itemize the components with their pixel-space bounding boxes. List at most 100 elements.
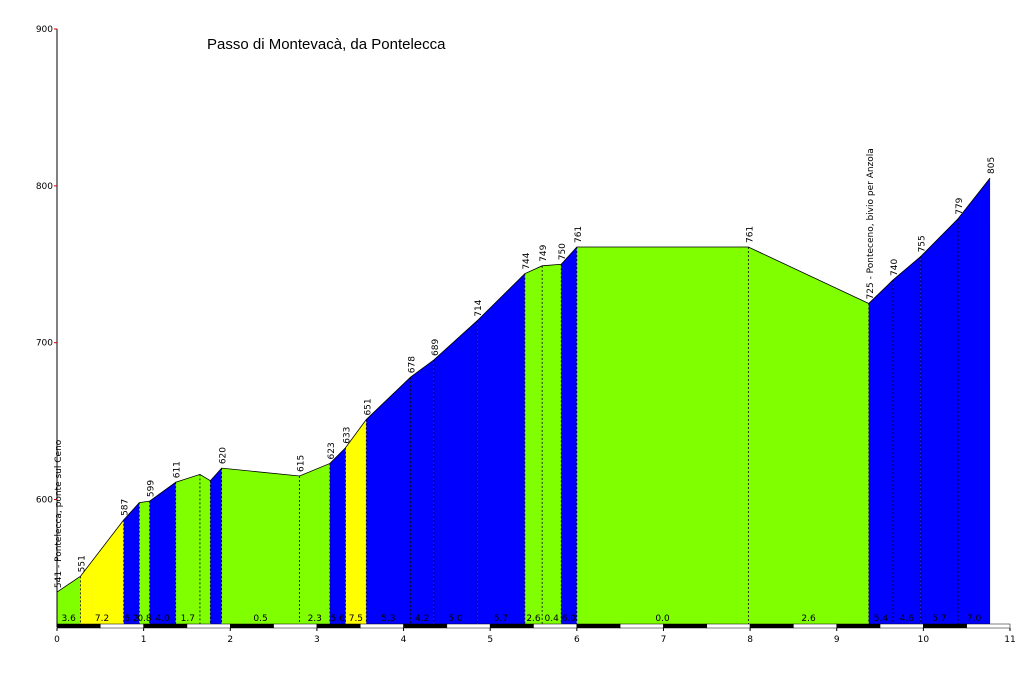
elevation-label: 761: [745, 226, 755, 243]
gradient-label: 5.6: [331, 614, 346, 624]
distance-bar-segment: [619, 623, 664, 629]
distance-bar-segment: [966, 623, 1011, 629]
distance-bar-segment: [446, 623, 491, 629]
gradient-label: 2.6: [801, 614, 816, 624]
segment-15: [477, 273, 525, 625]
segment-12: [366, 377, 411, 625]
x-tick-label: 5: [487, 635, 493, 645]
segment-7: [210, 468, 222, 625]
distance-bar-segment: [316, 623, 361, 629]
gradient-label: 4.2: [415, 614, 429, 624]
gradient-labels: 3.6 7.2 6.20.8 4.0 1.7 0.5 2.3 5.6 7.5 5.3 4.2 5.0 5…: [62, 614, 982, 624]
x-tick-label: 10: [918, 635, 930, 645]
x-tick-label: 0: [54, 635, 60, 645]
segment-19: [576, 247, 749, 625]
elevation-label: 689: [431, 338, 441, 355]
distance-bar-segment: [879, 623, 924, 629]
distance-bar-segment: [273, 623, 318, 629]
profile-line: [56, 177, 991, 593]
elevation-label: 620: [219, 447, 229, 464]
elevation-labels: 541 - Pontelecca, ponte sul Ceno 551 587 59…: [54, 148, 997, 588]
segment-22: [893, 256, 921, 625]
gradient-label: 0.5: [253, 614, 267, 624]
gradient-label: 2.3: [308, 614, 322, 624]
x-tick-label: 3: [314, 635, 320, 645]
x-tick-label: 7: [661, 635, 667, 645]
distance-bar-segment: [230, 623, 274, 629]
segment-21: [868, 279, 894, 625]
distance-bar-segment: [143, 623, 188, 629]
elevation-label: 541 - Pontelecca, ponte sul Ceno: [54, 439, 64, 588]
segment-10: [329, 447, 346, 625]
elevation-label: 755: [918, 235, 928, 252]
x-tick-label: 4: [401, 635, 407, 645]
gradient-label: 5.7: [932, 614, 946, 624]
elevation-label: 750: [558, 243, 568, 260]
segment-dividers: [79, 218, 959, 625]
profile-outline: [56, 177, 991, 593]
gradient-segments: [57, 178, 991, 625]
elevation-label: 633: [342, 427, 352, 444]
segment-16: [524, 265, 543, 625]
gradient-label: 7.5: [349, 614, 363, 624]
distance-bar-segment: [533, 623, 578, 629]
elevation-label: 744: [522, 252, 532, 269]
gradient-label: 2.6: [526, 614, 541, 624]
x-tick-label: 6: [574, 635, 580, 645]
elevation-label: 761: [574, 226, 584, 243]
segment-6: [199, 474, 211, 625]
distance-bar-segment: [186, 623, 231, 629]
distance-bar-segment: [403, 623, 448, 629]
gradient-label: 5.3: [381, 614, 395, 624]
elevation-label: 714: [474, 299, 484, 316]
gradient-label: 6.0: [562, 614, 577, 624]
segment-2: [123, 502, 140, 625]
gradient-label: 5.0: [448, 614, 463, 624]
distance-bar-segment: [923, 623, 967, 629]
gradient-label: 4.0: [156, 614, 171, 624]
distance-bar-segment: [359, 623, 404, 629]
distance-bar-segment: [749, 623, 794, 629]
x-tick-label: 8: [747, 635, 753, 645]
chart-title: Passo di Montevacà, da Pontelecca: [207, 36, 446, 53]
elevation-label: 615: [297, 455, 307, 472]
elevation-label: 779: [955, 197, 965, 214]
distance-bar-segment: [706, 623, 751, 629]
elevation-label: 599: [147, 480, 157, 497]
gradient-label: 5.4: [874, 614, 889, 624]
distance-bar-segment: [100, 623, 144, 629]
elevation-label: 611: [173, 461, 183, 478]
gradient-label: 7.2: [95, 614, 109, 624]
elevation-label: 740: [890, 258, 900, 275]
elevation-label: 551: [77, 555, 87, 572]
y-tick-label: 600: [36, 496, 53, 506]
elevation-label: 678: [407, 356, 417, 373]
distance-bar-segment: [836, 623, 881, 629]
y-tick-label: 700: [36, 339, 53, 349]
distance-bar-segment: [663, 623, 708, 629]
distance-bar-segment: [576, 623, 621, 629]
segment-17: [542, 264, 562, 625]
elevation-label: 749: [539, 244, 549, 261]
segment-4: [149, 482, 176, 625]
segment-11: [345, 419, 367, 625]
segment-9: [299, 463, 330, 625]
distance-bar-segment: [793, 623, 837, 629]
elevation-label: 805: [987, 157, 997, 174]
segment-3: [139, 501, 150, 625]
gradient-label: 5.7: [494, 614, 508, 624]
x-tick-label: 2: [227, 635, 233, 645]
y-tick-label: 900: [36, 25, 53, 35]
elevation-label: 651: [363, 398, 373, 415]
x-tick-label: 11: [1004, 635, 1015, 645]
gradient-label: 0.4: [545, 614, 560, 624]
gradient-label: 7.0: [967, 614, 982, 624]
gradient-label: 0.8: [137, 614, 152, 624]
segment-8: [221, 468, 300, 625]
gradient-label: 1.7: [181, 614, 195, 624]
elevation-label: 725 - Ponteceno, bivio per Anzola: [866, 148, 876, 299]
segment-23: [920, 218, 959, 625]
segment-20: [748, 247, 869, 625]
